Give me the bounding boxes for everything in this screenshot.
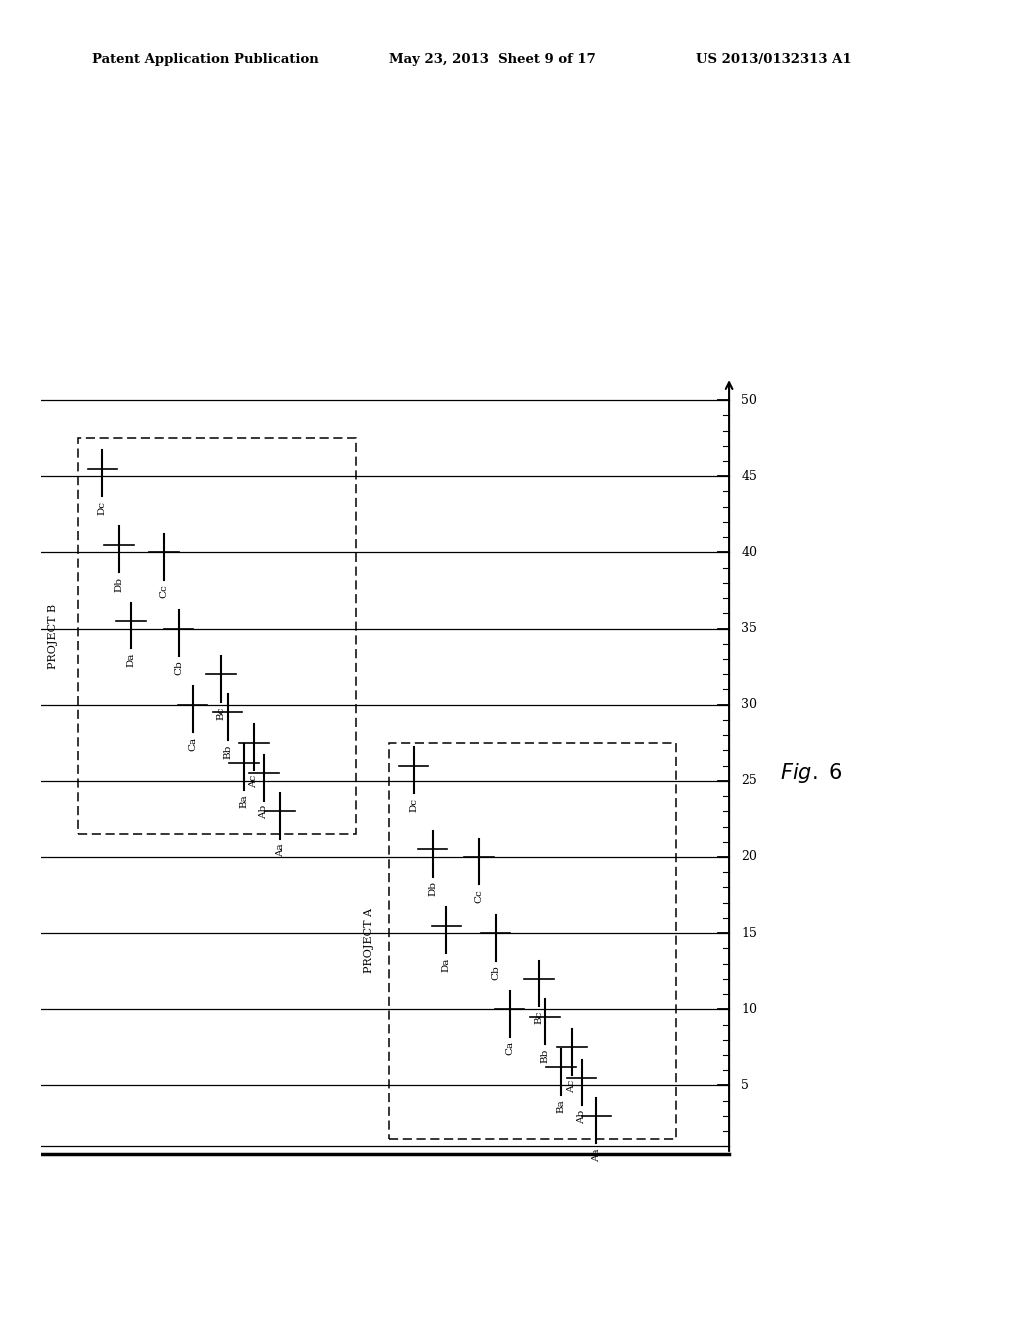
Text: May 23, 2013  Sheet 9 of 17: May 23, 2013 Sheet 9 of 17 (389, 53, 596, 66)
Text: Ba: Ba (240, 795, 249, 808)
Text: Aa: Aa (275, 843, 285, 857)
Text: Aa: Aa (592, 1148, 601, 1162)
Bar (389, 743, 676, 1139)
Text: Ac: Ac (250, 775, 258, 788)
Text: Da: Da (127, 653, 135, 668)
Text: Bb: Bb (223, 744, 232, 759)
Text: 15: 15 (741, 927, 758, 940)
Text: 40: 40 (741, 546, 758, 558)
Text: Patent Application Publication: Patent Application Publication (92, 53, 318, 66)
Text: Bc: Bc (217, 706, 225, 719)
Text: Ca: Ca (188, 737, 197, 751)
Text: $\mathit{Fig.}\ \mathit{6}$: $\mathit{Fig.}\ \mathit{6}$ (779, 762, 843, 785)
Text: Da: Da (442, 957, 451, 972)
Text: US 2013/0132313 A1: US 2013/0132313 A1 (696, 53, 852, 66)
Text: PROJECT B: PROJECT B (48, 603, 58, 669)
Text: Cb: Cb (174, 660, 183, 676)
Bar (78, 438, 356, 834)
Text: Dc: Dc (98, 500, 106, 515)
Text: Bc: Bc (535, 1011, 544, 1024)
Text: Ba: Ba (557, 1100, 565, 1113)
Text: 50: 50 (741, 393, 758, 407)
Text: 35: 35 (741, 622, 758, 635)
Text: 25: 25 (741, 775, 757, 787)
Text: Ab: Ab (259, 805, 268, 820)
Text: Ab: Ab (578, 1110, 586, 1125)
Text: Ac: Ac (567, 1080, 577, 1093)
Text: Dc: Dc (410, 797, 418, 812)
Text: 30: 30 (741, 698, 758, 711)
Text: Cb: Cb (492, 965, 500, 979)
Text: Cc: Cc (475, 888, 483, 903)
Text: Cc: Cc (160, 585, 168, 598)
Text: 5: 5 (741, 1078, 750, 1092)
Text: 20: 20 (741, 850, 758, 863)
Text: PROJECT A: PROJECT A (364, 908, 374, 973)
Text: Db: Db (115, 577, 123, 591)
Text: Db: Db (428, 882, 437, 896)
Text: Bb: Bb (541, 1049, 549, 1064)
Text: 45: 45 (741, 470, 758, 483)
Text: 10: 10 (741, 1003, 758, 1016)
Text: Ca: Ca (505, 1041, 514, 1056)
